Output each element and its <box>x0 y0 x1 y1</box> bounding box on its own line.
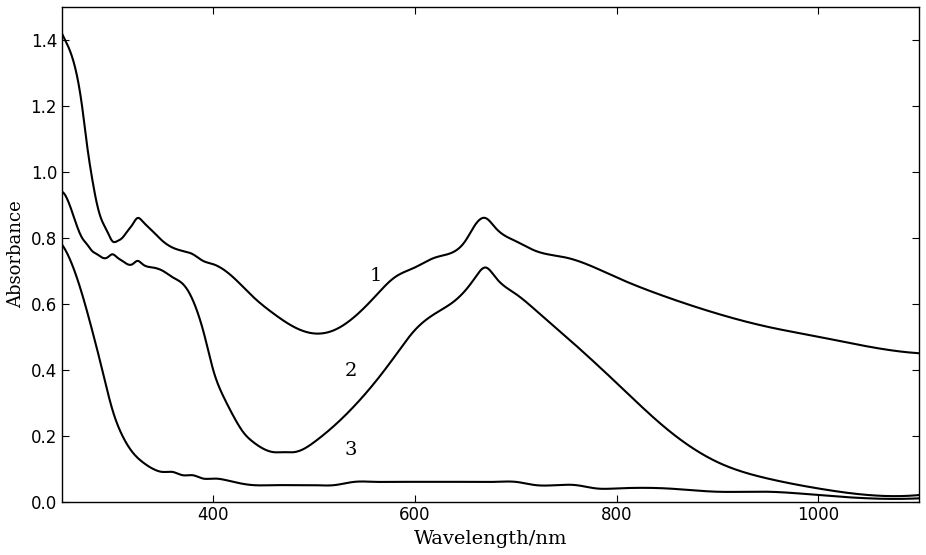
X-axis label: Wavelength/nm: Wavelength/nm <box>414 530 568 548</box>
Y-axis label: Absorbance: Absorbance <box>6 200 25 308</box>
Text: 3: 3 <box>344 441 357 460</box>
Text: 1: 1 <box>369 266 382 285</box>
Text: 2: 2 <box>344 362 357 380</box>
